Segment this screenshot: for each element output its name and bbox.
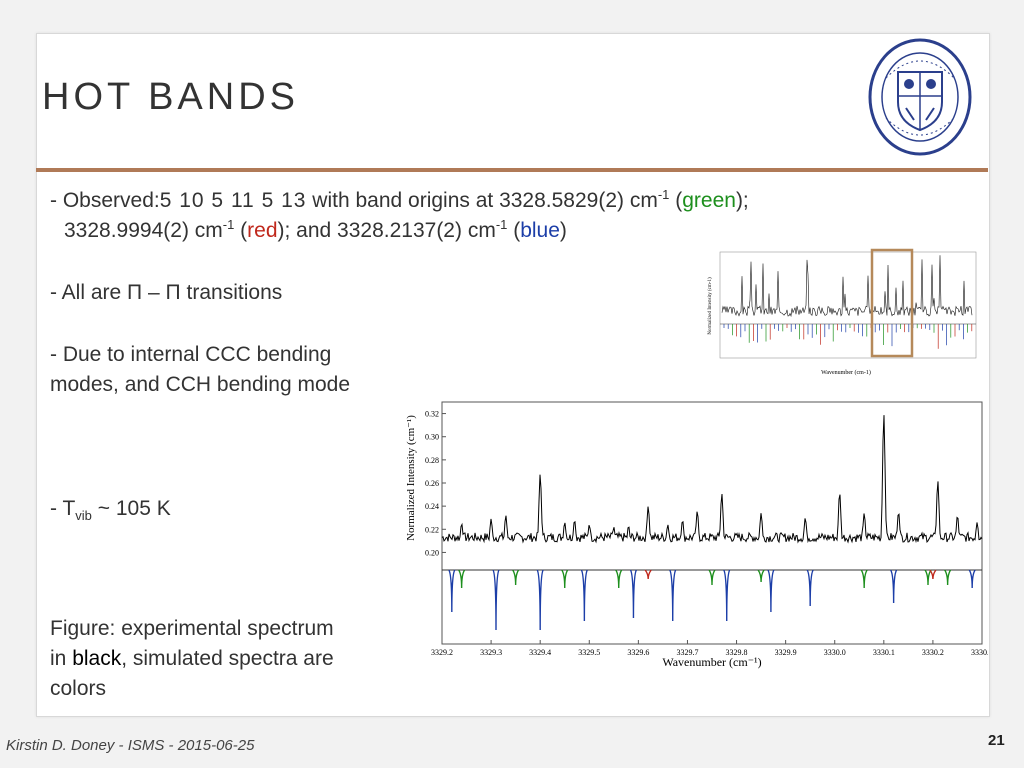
cm-exponent: -1 xyxy=(657,187,670,202)
figure-caption-line-1: Figure: experimental spectrum xyxy=(50,617,334,640)
overview-ylabel: Normalized Intensity (cm-1) xyxy=(708,277,713,335)
x-tick-label: 3330.1 xyxy=(873,648,895,657)
x-tick-label: 3329.4 xyxy=(529,648,551,657)
simulated-line xyxy=(924,569,932,586)
simulated-line xyxy=(890,569,898,604)
simulated-line xyxy=(561,569,569,589)
y-tick-label: 0.24 xyxy=(425,502,439,511)
observed-origin-red: 3328.9994(2) cm xyxy=(64,219,223,242)
bending-bullet-line-2: modes, and CCH bending mode xyxy=(50,373,351,396)
x-tick-label: 3329.5 xyxy=(578,648,600,657)
tvib-value: ~ 105 K xyxy=(91,497,171,520)
black-label: black xyxy=(72,647,122,670)
caption-rest: , simulated spectra are xyxy=(121,647,334,670)
simulated-line xyxy=(629,569,638,619)
overview-spectrum-chart: Normalized Intensity (cm-1) Wavenumber (… xyxy=(706,246,980,378)
title-divider xyxy=(36,168,988,172)
simulated-line xyxy=(644,569,652,580)
cm-exponent: -1 xyxy=(495,217,508,232)
pi-transitions-bullet: - All are Π – Π transitions xyxy=(50,281,283,304)
y-tick-label: 0.30 xyxy=(425,433,439,442)
y-tick-label: 0.22 xyxy=(425,525,439,534)
overview-xlabel: Wavenumber (cm-1) xyxy=(821,369,871,376)
bending-bullet-line-1: - Due to internal CCC bending xyxy=(50,343,332,366)
zoomed-spectrum-chart: Normalized Intensity (cm⁻¹) Wavenumber (… xyxy=(402,398,988,670)
y-tick-label: 0.20 xyxy=(425,548,439,557)
simulated-line xyxy=(448,569,456,613)
x-tick-label: 3329.7 xyxy=(676,648,698,657)
tvib-bullet: - Tvib ~ 105 K xyxy=(50,494,171,524)
x-tick-label: 3330.2 xyxy=(922,648,944,657)
figure-caption-line-3: colors xyxy=(50,677,107,700)
footer-author: Kirstin D. Doney - ISMS - 2015-06-25 xyxy=(6,737,255,754)
simulated-line xyxy=(757,569,765,583)
simulated-line xyxy=(615,569,623,589)
y-tick-label: 0.28 xyxy=(425,456,439,465)
main-xlabel: Wavenumber (cm⁻¹) xyxy=(662,655,761,669)
x-tick-label: 3329.2 xyxy=(431,648,453,657)
x-tick-label: 3329.8 xyxy=(726,648,748,657)
observed-line-2: 3328.9994(2) cm-1 (red); and 3328.2137(2… xyxy=(64,217,567,242)
simulated-line xyxy=(860,569,868,589)
x-tick-label: 3329.6 xyxy=(627,648,649,657)
simulated-line xyxy=(708,569,716,586)
simulated-line xyxy=(929,569,937,580)
observed-prefix: - Observed: xyxy=(50,189,160,212)
red-label: red xyxy=(247,219,278,242)
overview-experimental-trace xyxy=(721,255,973,318)
simulated-line xyxy=(767,569,775,613)
simulated-line xyxy=(492,569,500,631)
figure-caption-line-2: in black, simulated spectra are xyxy=(50,644,334,674)
cm-exponent: -1 xyxy=(222,217,235,232)
simulated-line xyxy=(669,569,677,622)
observed-origin-blue: ); and 3328.2137(2) cm xyxy=(277,219,496,242)
simulated-line xyxy=(968,569,976,589)
simulated-line xyxy=(536,569,544,631)
leiden-university-seal-icon xyxy=(868,38,972,156)
simulated-line xyxy=(723,569,731,622)
y-tick-label: 0.26 xyxy=(425,479,439,488)
caption-in: in xyxy=(50,647,73,670)
slide-title: HOT BANDS xyxy=(42,76,300,118)
tvib-prefix: - T xyxy=(50,497,76,520)
simulated-line xyxy=(580,569,589,622)
blue-label: blue xyxy=(520,219,560,242)
x-tick-label: 3329.9 xyxy=(775,648,797,657)
observed-line-1: - Observed:5 10 5 11 5 13 with band orig… xyxy=(50,187,749,212)
zoom-highlight-box xyxy=(870,248,914,358)
tvib-subscript: vib xyxy=(75,508,92,524)
simulated-line xyxy=(458,569,466,589)
simulated-line xyxy=(944,569,952,586)
y-tick-label: 0.32 xyxy=(425,410,439,419)
simulated-line xyxy=(806,569,814,607)
simulated-line xyxy=(512,569,520,586)
main-ylabel: Normalized Intensity (cm⁻¹) xyxy=(405,415,417,541)
x-tick-label: 3330.3 xyxy=(971,648,988,657)
experimental-trace xyxy=(441,415,983,544)
observed-origin-green: with band origins at 3328.5829(2) cm xyxy=(306,189,658,212)
x-tick-label: 3330.0 xyxy=(824,648,846,657)
green-label: green xyxy=(682,189,736,212)
page-number: 21 xyxy=(988,732,1005,749)
x-tick-label: 3329.3 xyxy=(480,648,502,657)
observed-notation: 5 10 5 11 5 13 xyxy=(159,189,307,212)
